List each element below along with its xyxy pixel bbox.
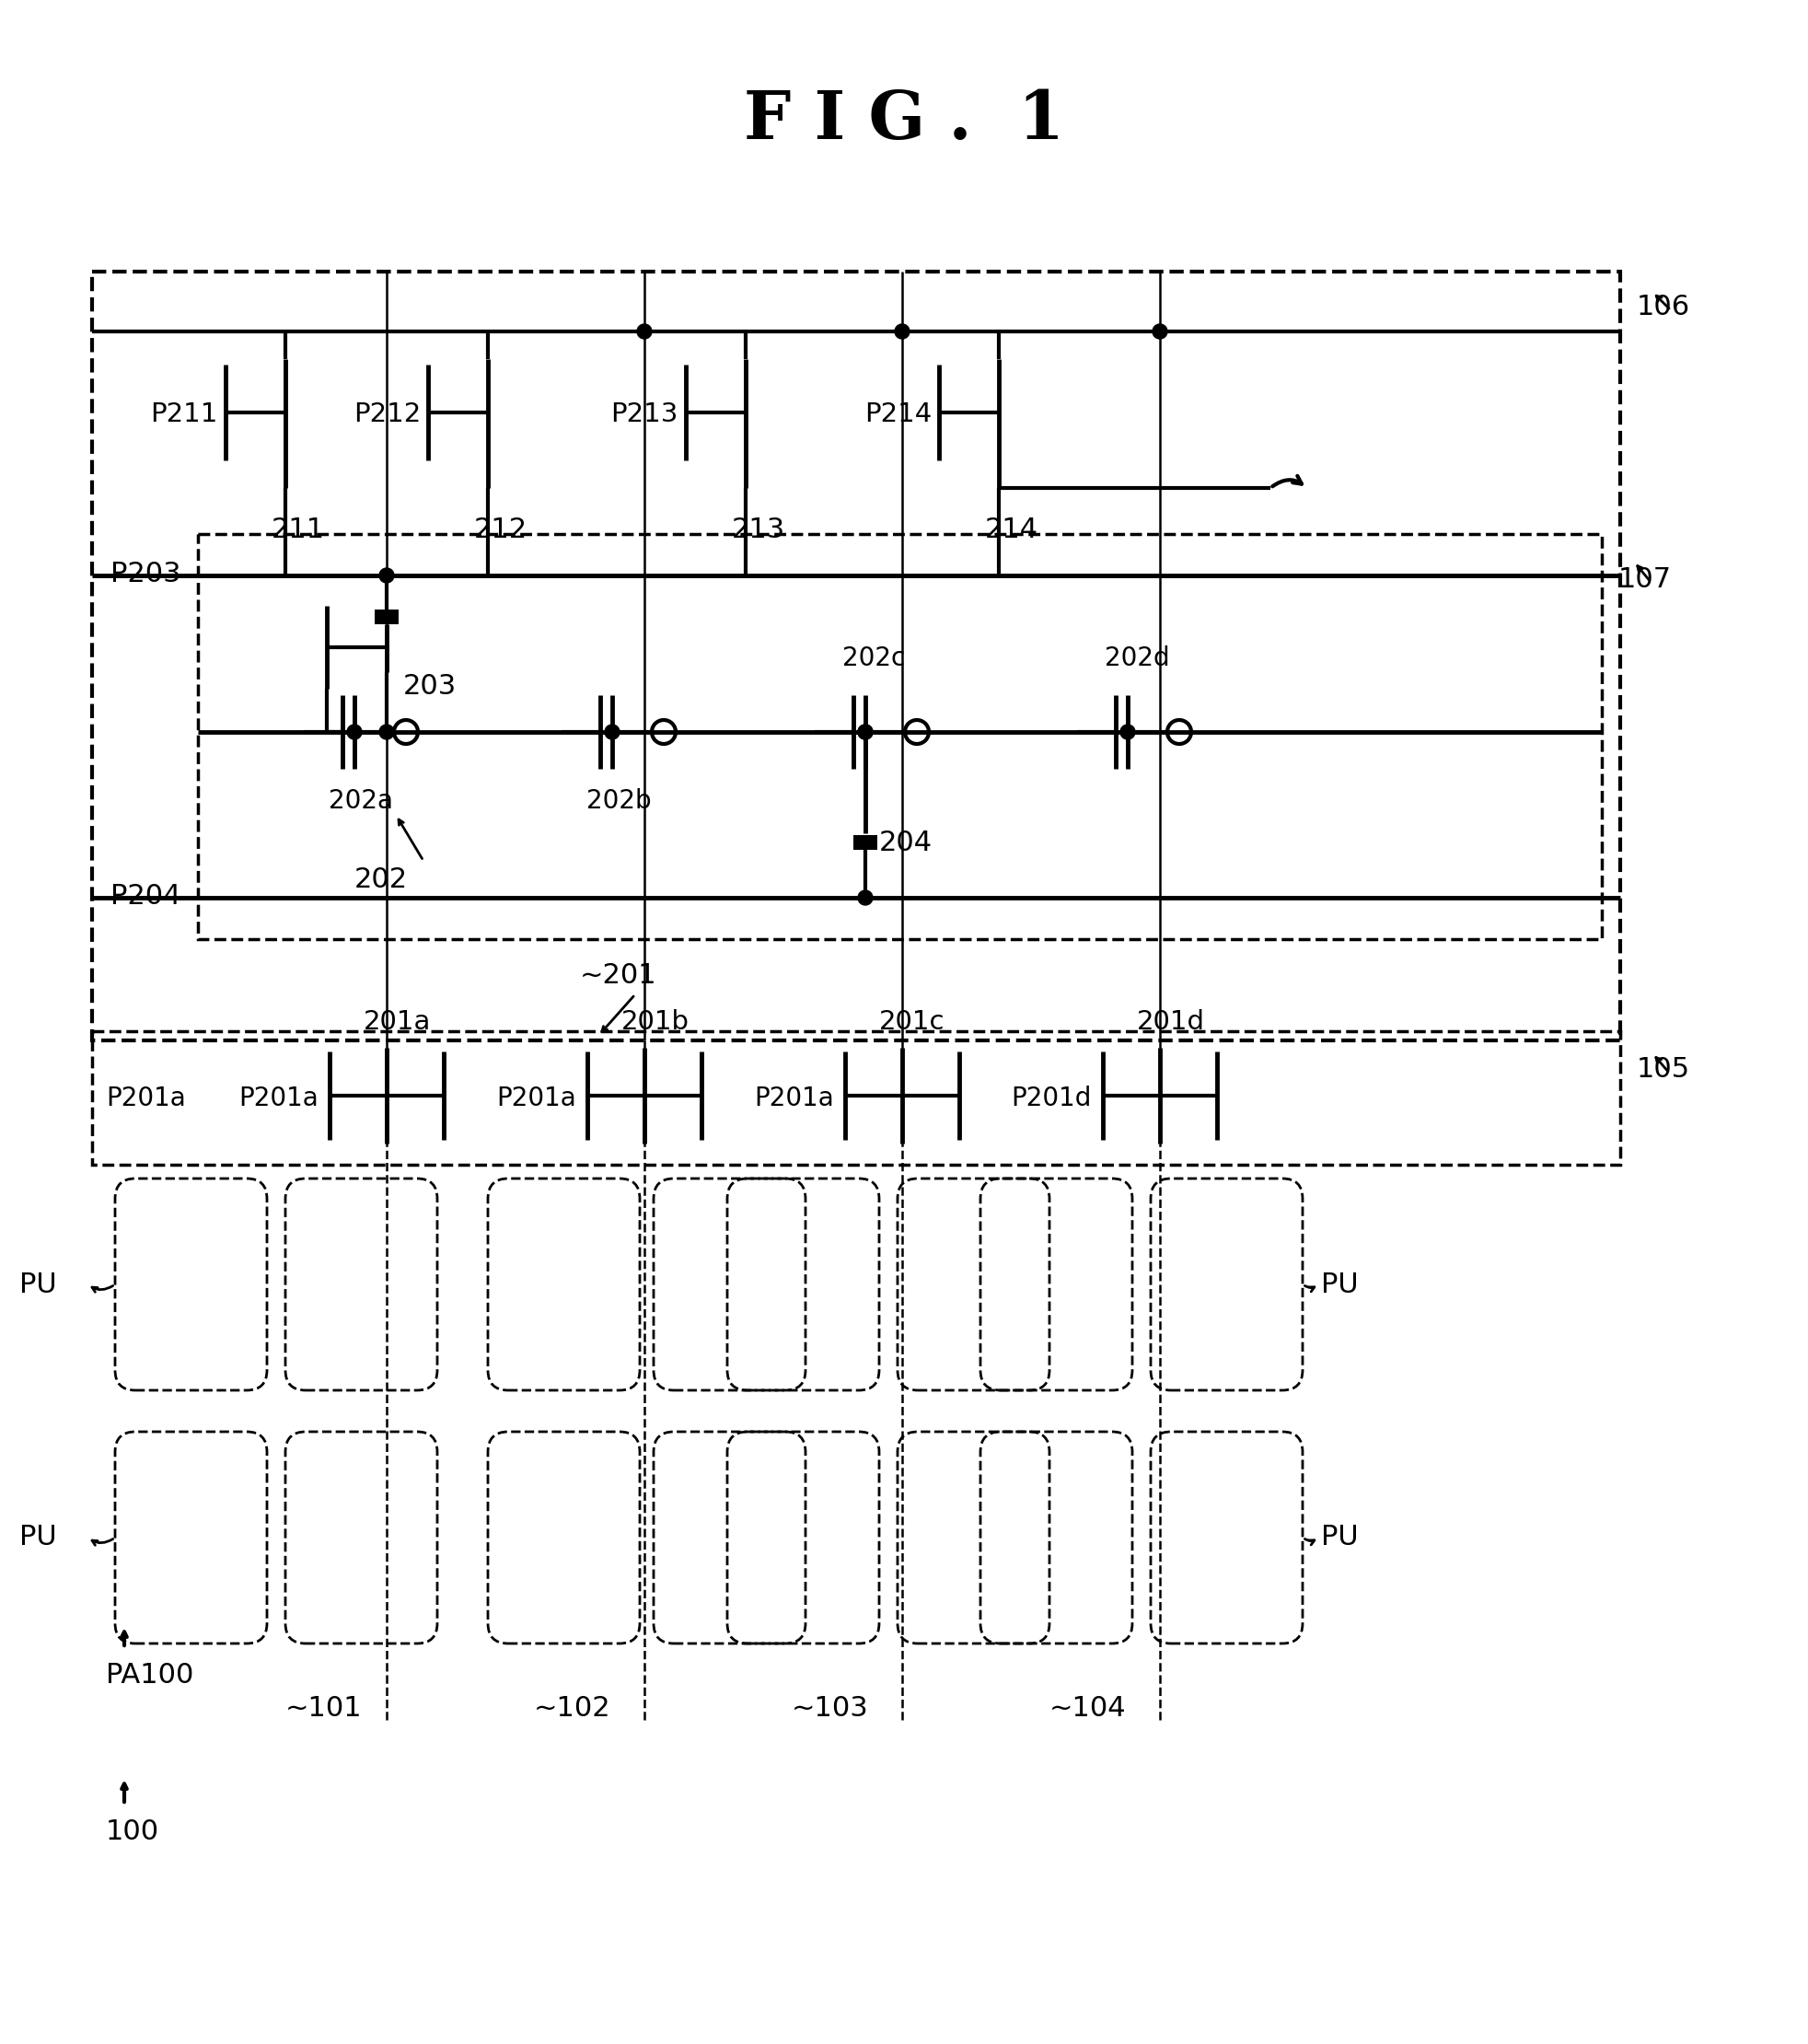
Text: 201c: 201c	[879, 1010, 944, 1034]
Text: 212: 212	[474, 515, 528, 544]
Text: 202a: 202a	[329, 789, 392, 814]
Circle shape	[347, 726, 362, 740]
Text: P212: P212	[353, 401, 421, 427]
Text: 201d: 201d	[1135, 1010, 1204, 1034]
Circle shape	[380, 726, 394, 740]
Text: P201a: P201a	[239, 1085, 318, 1112]
Text: 105: 105	[1636, 1057, 1689, 1083]
Text: P201a: P201a	[495, 1085, 577, 1112]
Circle shape	[857, 726, 871, 740]
Text: 211: 211	[271, 515, 325, 544]
Text: F I G .  1: F I G . 1	[743, 88, 1063, 153]
Text: 204: 204	[879, 830, 933, 856]
Text: P214: P214	[864, 401, 931, 427]
Text: ~103: ~103	[792, 1694, 868, 1721]
Circle shape	[1152, 325, 1166, 339]
Text: PA100: PA100	[107, 1662, 193, 1688]
Circle shape	[1119, 726, 1134, 740]
Polygon shape	[853, 836, 877, 850]
Circle shape	[636, 325, 651, 339]
Text: ~101: ~101	[286, 1694, 362, 1721]
Text: P213: P213	[611, 401, 678, 427]
Text: PU: PU	[20, 1271, 58, 1298]
Text: 213: 213	[732, 515, 785, 544]
Circle shape	[895, 325, 909, 339]
Text: ~104: ~104	[1049, 1694, 1126, 1721]
Text: ~102: ~102	[533, 1694, 611, 1721]
Text: 202: 202	[354, 867, 409, 893]
Circle shape	[857, 726, 871, 740]
Text: 100: 100	[107, 1819, 159, 1846]
Circle shape	[604, 726, 618, 740]
Text: 201a: 201a	[363, 1010, 430, 1034]
Text: PU: PU	[1320, 1271, 1358, 1298]
Text: PU: PU	[1320, 1525, 1358, 1551]
Text: P203: P203	[110, 560, 181, 587]
Text: P201d: P201d	[1011, 1085, 1092, 1112]
Circle shape	[380, 568, 394, 583]
Text: PU: PU	[20, 1525, 58, 1551]
Text: 214: 214	[985, 515, 1038, 544]
Text: P201a: P201a	[107, 1085, 186, 1112]
Text: 202d: 202d	[1105, 646, 1170, 670]
Text: P201a: P201a	[754, 1085, 833, 1112]
Text: ~201: ~201	[580, 963, 656, 989]
Text: P204: P204	[110, 883, 181, 910]
Text: 201b: 201b	[622, 1010, 689, 1034]
Text: 202c: 202c	[843, 646, 904, 670]
Text: 107: 107	[1618, 566, 1671, 593]
Text: 202b: 202b	[586, 789, 651, 814]
Polygon shape	[374, 609, 398, 623]
Text: 106: 106	[1636, 292, 1689, 321]
Text: 203: 203	[403, 672, 457, 699]
Text: P211: P211	[150, 401, 219, 427]
Circle shape	[857, 891, 871, 905]
